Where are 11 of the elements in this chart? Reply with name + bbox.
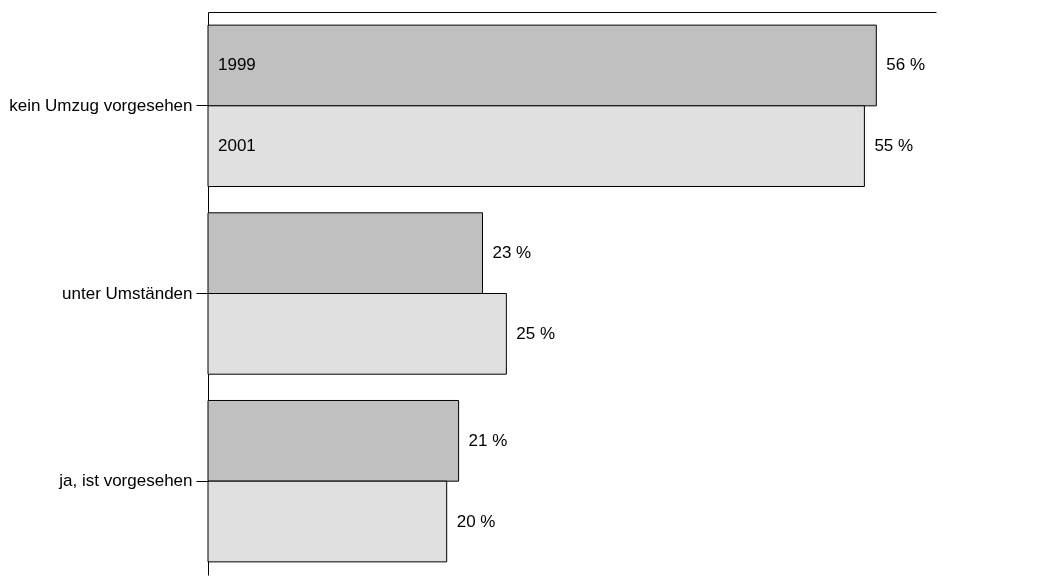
data-label: 55 % [874, 136, 914, 156]
series-label: 1999 [218, 55, 256, 75]
data-label: 23 % [492, 243, 532, 263]
y-tick-label: unter Umständen [62, 283, 193, 303]
y-tick-label: ja, ist vorgesehen [58, 471, 193, 491]
y-tick-label: kein Umzug vorgesehen [9, 95, 193, 115]
data-label: 20 % [456, 511, 496, 531]
data-label: 25 % [516, 323, 556, 343]
data-label: 56 % [886, 55, 926, 75]
series-label: 2001 [218, 136, 256, 156]
data-label: 21 % [468, 430, 508, 450]
